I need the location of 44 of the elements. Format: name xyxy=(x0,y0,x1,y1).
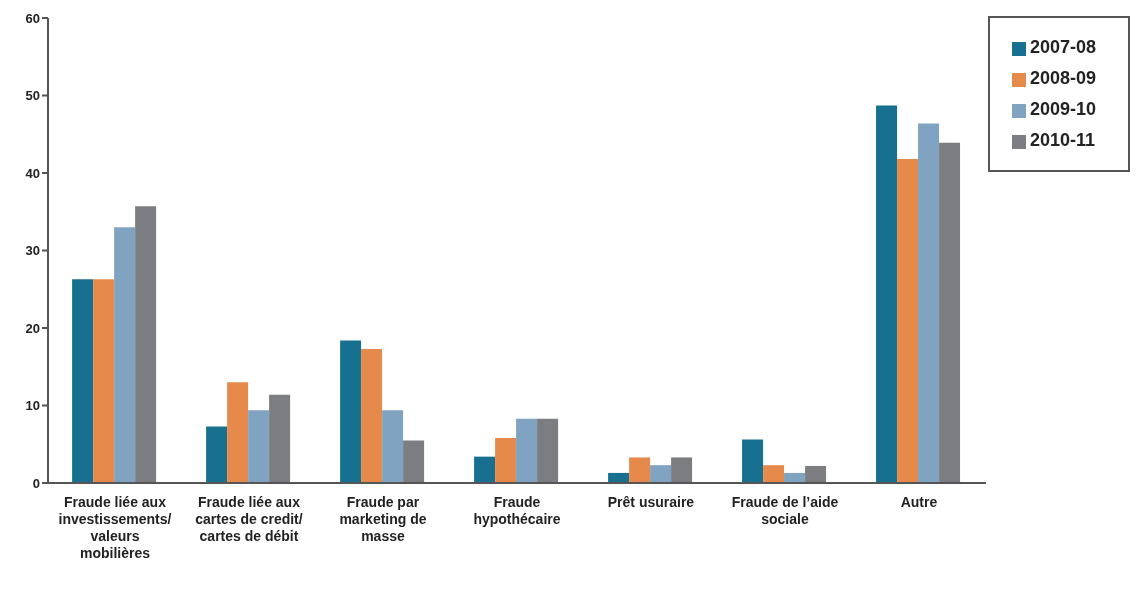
x-tick-label: Fraude hypothécaire xyxy=(473,494,561,527)
x-tick-label: Prêt usuraire xyxy=(607,494,695,510)
bar xyxy=(135,206,157,483)
x-tick-label: Fraude liée aux cartes de credit/ cartes de débit xyxy=(195,494,303,544)
bar xyxy=(650,465,672,483)
bar xyxy=(361,348,383,483)
y-tick-label: 0 xyxy=(32,475,40,491)
legend-label: 2009-10 xyxy=(1029,99,1096,119)
bar xyxy=(114,227,136,483)
bar xyxy=(763,465,785,483)
y-tick-label: 20 xyxy=(25,320,40,336)
legend-label: 2008-09 xyxy=(1029,68,1096,88)
bar xyxy=(403,440,425,483)
bar xyxy=(340,340,362,483)
bar xyxy=(805,465,827,483)
x-tick-label: Autre xyxy=(900,494,938,510)
y-tick-label: 10 xyxy=(25,398,40,414)
bar xyxy=(671,457,693,483)
bar xyxy=(382,410,404,483)
y-tick-label: 60 xyxy=(25,10,40,26)
x-tick-label: Fraude par marketing de masse xyxy=(339,494,427,544)
bar xyxy=(248,410,270,483)
bar xyxy=(897,159,919,483)
bar xyxy=(516,418,538,483)
legend-label: 2007-08 xyxy=(1029,37,1096,57)
bar xyxy=(876,105,898,483)
bar xyxy=(72,279,94,483)
y-tick-label: 40 xyxy=(25,165,40,181)
bar xyxy=(474,456,496,483)
bar xyxy=(918,123,940,483)
x-tick-label: Fraude liée aux investissements/ valeurs mobilières xyxy=(58,494,172,561)
y-tick-label: 50 xyxy=(25,88,40,104)
bar xyxy=(93,279,115,483)
bar xyxy=(742,439,764,483)
bar xyxy=(269,394,291,483)
bar xyxy=(495,438,517,483)
legend-label: 2010-11 xyxy=(1029,130,1096,150)
bar xyxy=(227,382,249,483)
bar xyxy=(206,426,228,483)
y-tick-label: 30 xyxy=(25,243,40,259)
bar xyxy=(629,457,651,483)
x-tick-label: Fraude de l’aide sociale xyxy=(731,494,839,527)
bar xyxy=(939,142,961,483)
bar xyxy=(537,418,559,483)
